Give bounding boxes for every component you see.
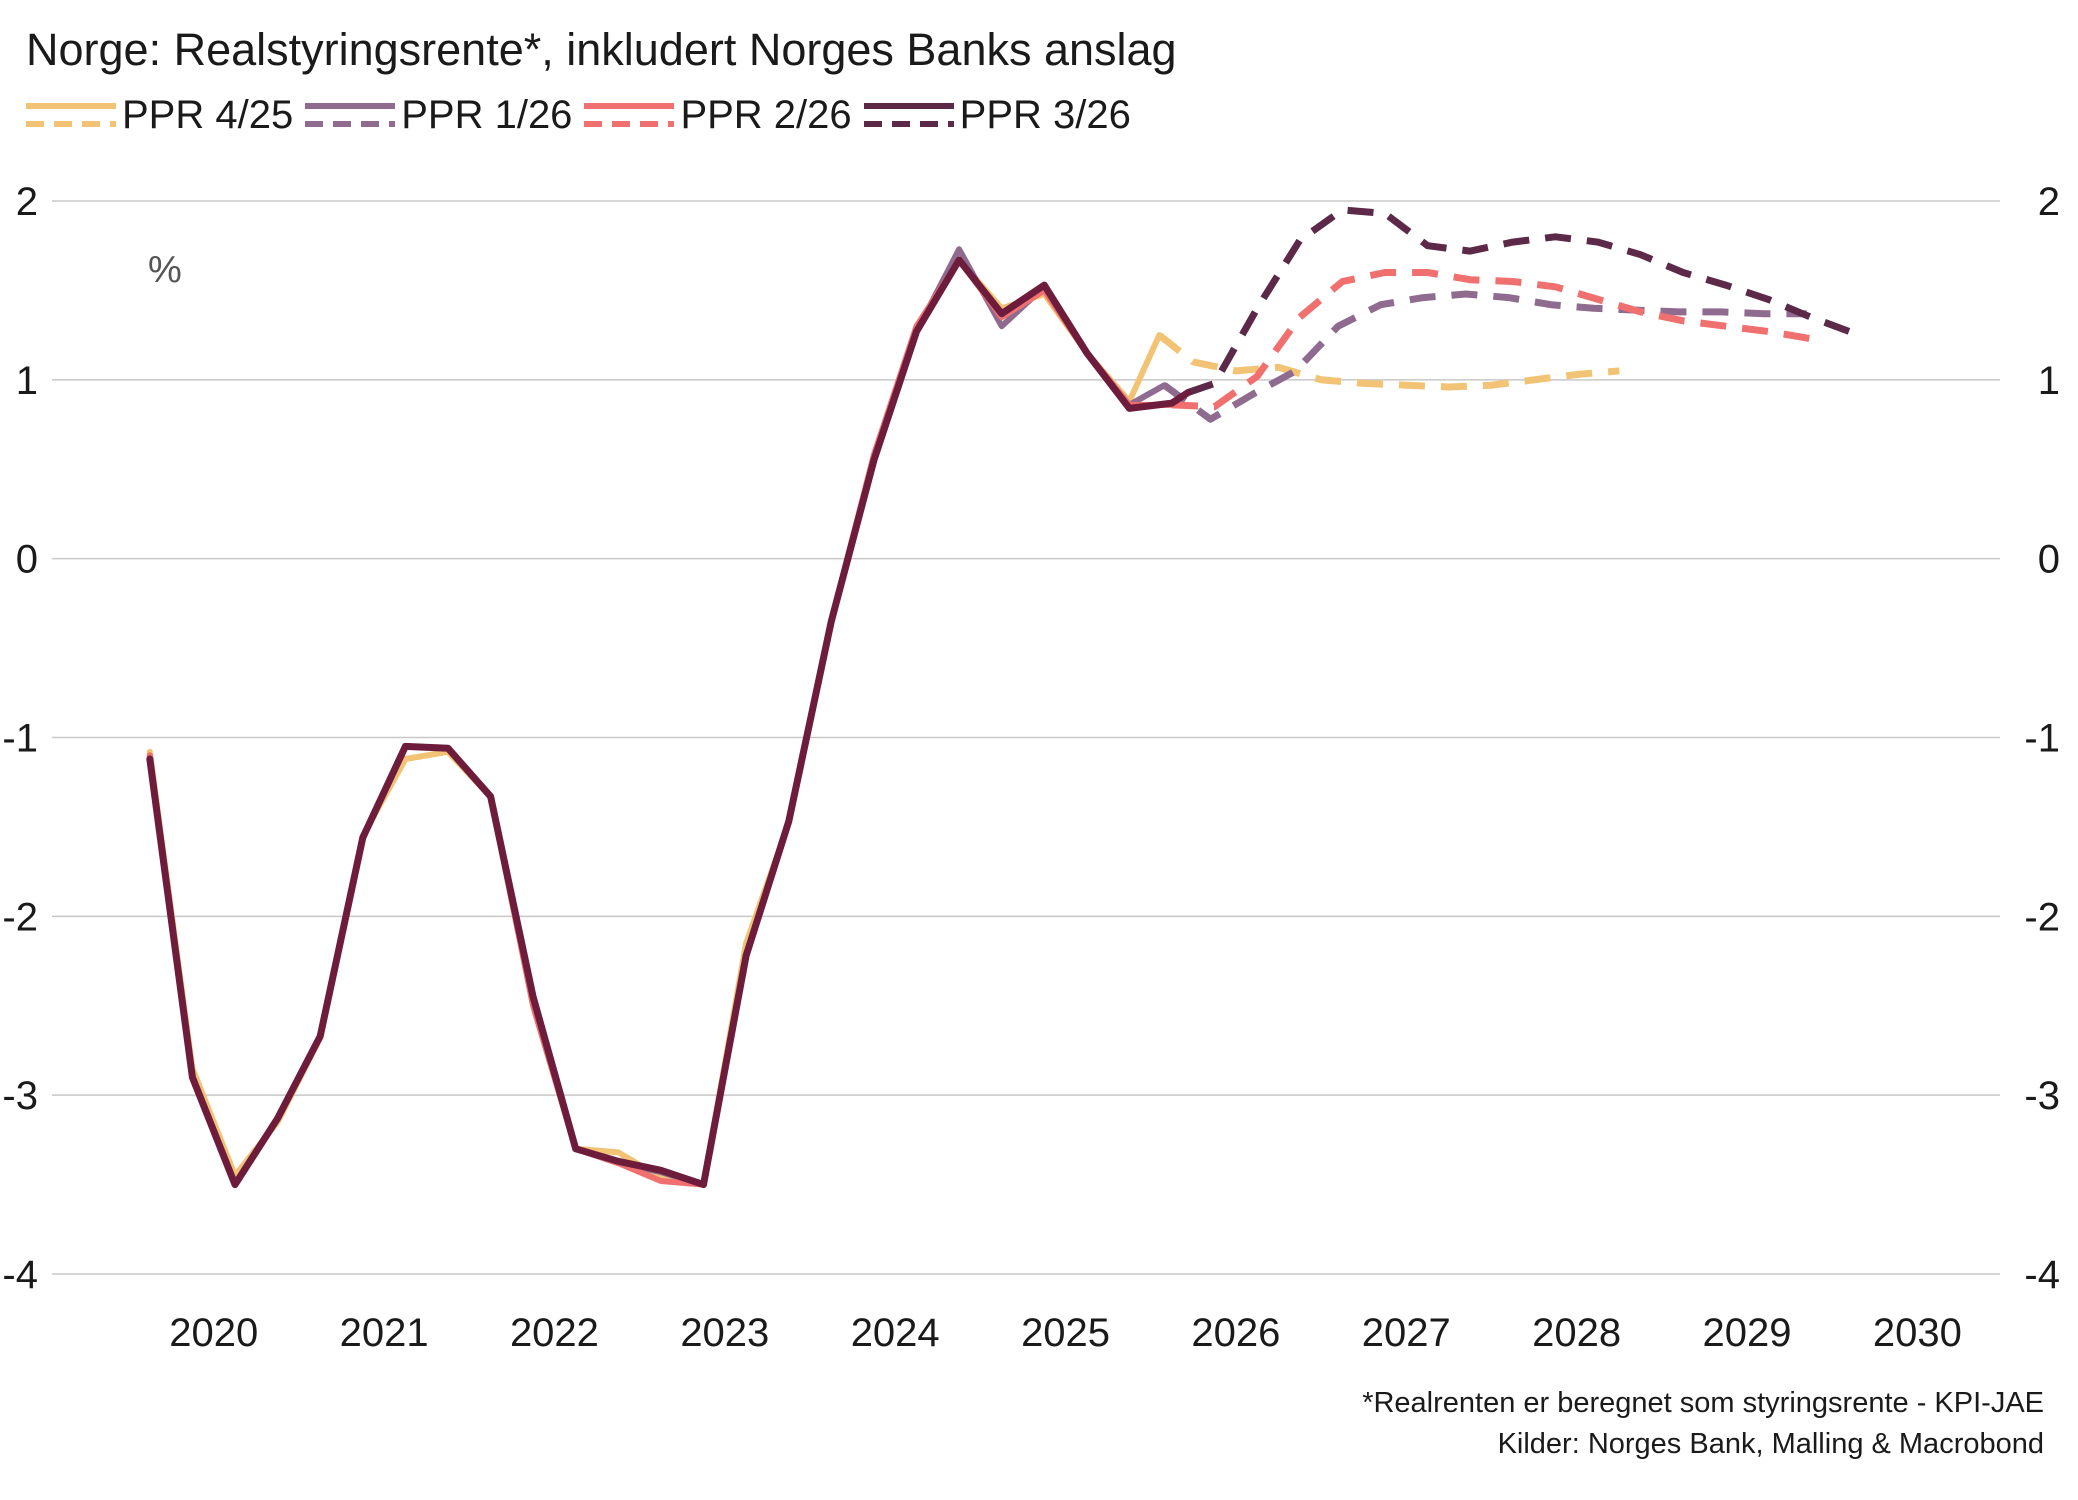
legend-swatch-ppr-4-25: [26, 103, 116, 127]
y-tick-label-right: 2: [2038, 180, 2060, 224]
y-tick-label-right: -2: [2024, 895, 2060, 939]
legend-swatch-ppr-2-26: [584, 103, 675, 127]
legend-swatch-ppr-1-26: [305, 103, 396, 127]
chart-title: Norge: Realstyringsrente*, inkludert Nor…: [26, 24, 1177, 75]
legend-item-ppr-1-26: PPR 1/26: [305, 93, 572, 138]
x-tick-label: 2022: [510, 1311, 599, 1355]
y-tick-label-left: 0: [16, 538, 38, 582]
x-tick-label: 2030: [1873, 1311, 1962, 1355]
legend-item-ppr-2-26: PPR 2/26: [584, 92, 852, 138]
source-note: Kilder: Norges Bank, Malling & Macrobond: [1497, 1428, 2044, 1460]
y-tick-label-right: -3: [2024, 1074, 2060, 1118]
y-tick-label-right: -1: [2024, 717, 2060, 761]
x-tick-label: 2023: [680, 1311, 769, 1355]
x-tick-label: 2029: [1703, 1311, 1792, 1355]
y-tick-label-right: 0: [2038, 538, 2060, 582]
series-actual-line-0: [146, 257, 1163, 1188]
gridlines: [52, 200, 2000, 1275]
legend-label: PPR 2/26: [680, 92, 852, 137]
x-tick-label: 2021: [340, 1311, 429, 1355]
y-tick-label-right: -4: [2024, 1253, 2060, 1297]
legend-label: PPR 4/25: [122, 92, 294, 137]
unit-label: %: [148, 249, 182, 291]
footnote: *Realrenten er beregnet som styringsrent…: [1362, 1387, 2044, 1419]
legend-item-ppr-4-25: PPR 4/25: [26, 93, 293, 138]
y-axis-right: 2 1 0 -1 -2 -3 -4: [2024, 180, 2060, 1297]
y-tick-label-left: -4: [2, 1253, 38, 1297]
x-tick-label: 2020: [169, 1311, 258, 1355]
y-tick-label-left: 1: [16, 359, 38, 403]
y-axis-left: 2 1 0 -1 -2 -3 -4: [2, 180, 38, 1297]
series-actual-line-1: [146, 246, 1168, 1188]
legend-label: PPR 3/26: [959, 92, 1131, 137]
y-tick-label-left: 2: [16, 180, 38, 224]
series-actual-line-2: [146, 257, 1175, 1188]
y-tick-label-left: -2: [2, 895, 38, 939]
x-tick-label: 2025: [1021, 1311, 1110, 1355]
y-tick-label-left: -3: [2, 1074, 38, 1118]
series-layer: [146, 206, 1851, 1189]
legend-swatch-ppr-3-26: [863, 103, 954, 127]
legend-item-ppr-3-26: PPR 3/26: [863, 92, 1131, 138]
x-tick-label: 2027: [1362, 1311, 1451, 1355]
series-forecast-line-0: [1157, 332, 1620, 391]
series-forecast-line-2: [1171, 269, 1812, 411]
x-tick-label: 2024: [851, 1311, 940, 1355]
series-forecast-line-3: [1187, 206, 1851, 396]
y-tick-label-right: 1: [2038, 359, 2060, 403]
x-axis: 2020 2021 2022 2023 2024 2025 2026 2027 2028 2029…: [169, 1311, 1962, 1355]
x-tick-label: 2026: [1191, 1311, 1280, 1355]
series-forecast-line-1: [1162, 290, 1807, 423]
series-actual-line-3: [146, 256, 1192, 1189]
x-tick-label: 2028: [1532, 1311, 1621, 1355]
legend: PPR 4/25 PPR 1/26 PPR 2/26 PPR 3/26: [26, 90, 1143, 140]
y-tick-label-left: -1: [2, 717, 38, 761]
legend-label: PPR 1/26: [401, 92, 573, 137]
